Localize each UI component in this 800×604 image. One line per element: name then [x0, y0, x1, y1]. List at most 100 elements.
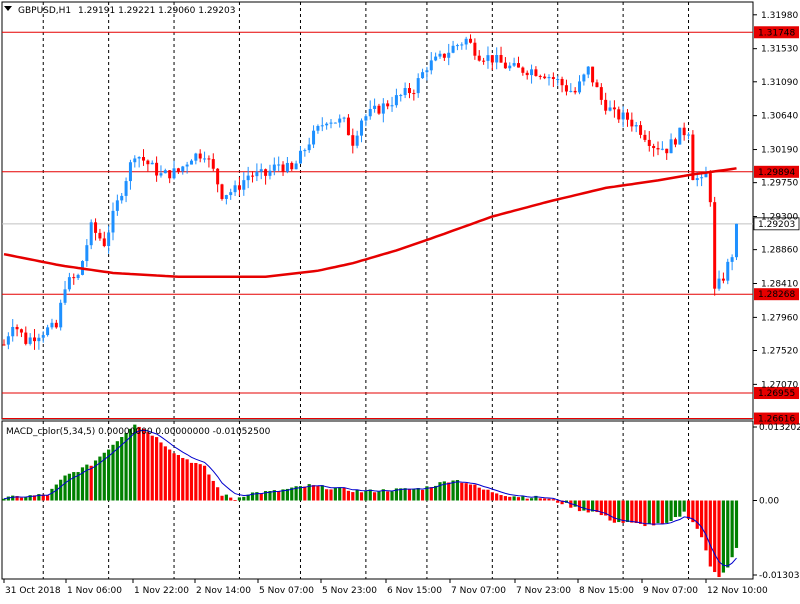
candle-body — [355, 135, 359, 146]
macd-bar — [32, 495, 37, 501]
macd-bar — [181, 457, 185, 501]
candle-body — [451, 45, 455, 53]
candle-body — [281, 164, 285, 172]
candle-body — [564, 85, 568, 92]
candle-body — [665, 148, 669, 154]
candle-body — [734, 223, 738, 258]
candle-body — [2, 344, 6, 346]
level-price-label: 1.26616 — [758, 415, 795, 425]
candle-body — [578, 81, 582, 93]
candle-body — [89, 222, 93, 246]
macd-bar — [338, 487, 342, 501]
macd-bar — [120, 436, 124, 501]
time-tick-label: 9 Nov 07:00 — [643, 586, 698, 596]
macd-bar — [115, 441, 119, 501]
macd-bar — [726, 500, 730, 568]
macd-bar — [28, 495, 32, 501]
macd-bar — [233, 500, 237, 502]
macd-bar — [202, 465, 207, 501]
candle-body — [438, 53, 442, 57]
macd-bar — [268, 491, 272, 501]
macd-bar — [473, 484, 477, 501]
candle-body — [525, 72, 529, 76]
macd-bar — [377, 491, 381, 501]
candle-body — [124, 181, 128, 196]
candle-body — [37, 337, 41, 342]
candle-body — [586, 66, 590, 75]
macd-bar — [351, 492, 355, 501]
candle-body — [643, 134, 647, 140]
macd-bar — [163, 446, 167, 501]
candle-body — [146, 160, 150, 165]
candle-body — [490, 55, 494, 63]
macd-bar — [98, 456, 102, 501]
price-pane-frame — [1, 1, 754, 420]
candle-body — [368, 108, 372, 117]
macd-bar — [229, 497, 233, 501]
candle-body — [521, 67, 525, 73]
macd-bar — [482, 489, 486, 501]
candle-body — [338, 118, 342, 123]
candle-body — [687, 134, 691, 136]
candle-body — [678, 127, 682, 145]
candle-body — [721, 278, 725, 281]
macd-bar — [364, 490, 368, 501]
macd-bar — [512, 496, 516, 501]
macd-bar — [547, 498, 551, 501]
candle-body — [377, 105, 381, 114]
candle-body — [351, 135, 355, 146]
macd-bar — [525, 498, 529, 501]
macd-bar — [246, 494, 250, 501]
candle-body — [50, 322, 54, 328]
macd-bar — [390, 491, 394, 501]
macd-bar — [211, 480, 215, 501]
candle-body — [730, 257, 734, 262]
candle-body — [455, 45, 459, 47]
macd-bar — [673, 500, 678, 518]
candle-body — [469, 38, 473, 43]
macd-bar — [708, 500, 712, 567]
candle-body — [499, 55, 503, 63]
macd-bar — [656, 500, 660, 524]
candle-body — [220, 184, 224, 199]
macd-bar — [691, 500, 695, 523]
candle-body — [329, 122, 333, 124]
macd-bar — [41, 494, 45, 501]
time-tick-label: 7 Nov 07:00 — [451, 586, 506, 596]
macd-bar — [207, 474, 211, 501]
macd-bar — [438, 482, 442, 501]
macd-bar — [194, 462, 198, 501]
candle-body — [381, 103, 385, 114]
macd-bar — [508, 496, 512, 501]
macd-bar — [67, 473, 71, 501]
candle-body — [682, 127, 686, 136]
candle-body — [551, 77, 555, 80]
candle-body — [189, 160, 193, 165]
macd-bar — [604, 500, 608, 516]
macd-bar — [521, 496, 525, 501]
candle-body — [652, 145, 656, 149]
level-price-tag — [754, 412, 799, 425]
macd-bar — [216, 487, 220, 501]
macd-bar — [713, 500, 717, 573]
candle-body — [54, 322, 58, 328]
candle-body — [530, 69, 534, 76]
triangle-down-icon[interactable] — [4, 6, 12, 11]
macd-bar — [285, 488, 289, 501]
bid-price-tag — [753, 217, 800, 231]
candle-body — [333, 122, 337, 124]
candle-body — [386, 103, 390, 107]
price-tick-label: 1.31980 — [761, 11, 798, 21]
candle-body — [708, 173, 712, 203]
macd-bar — [359, 492, 364, 501]
macd-bar — [76, 472, 80, 501]
macd-bar — [172, 453, 176, 501]
candle-body — [194, 153, 198, 161]
level-price-tag — [754, 288, 799, 301]
candle-body — [364, 116, 368, 121]
candle-body — [259, 169, 263, 172]
macd-bar — [89, 465, 93, 501]
macd-bar — [543, 498, 547, 501]
